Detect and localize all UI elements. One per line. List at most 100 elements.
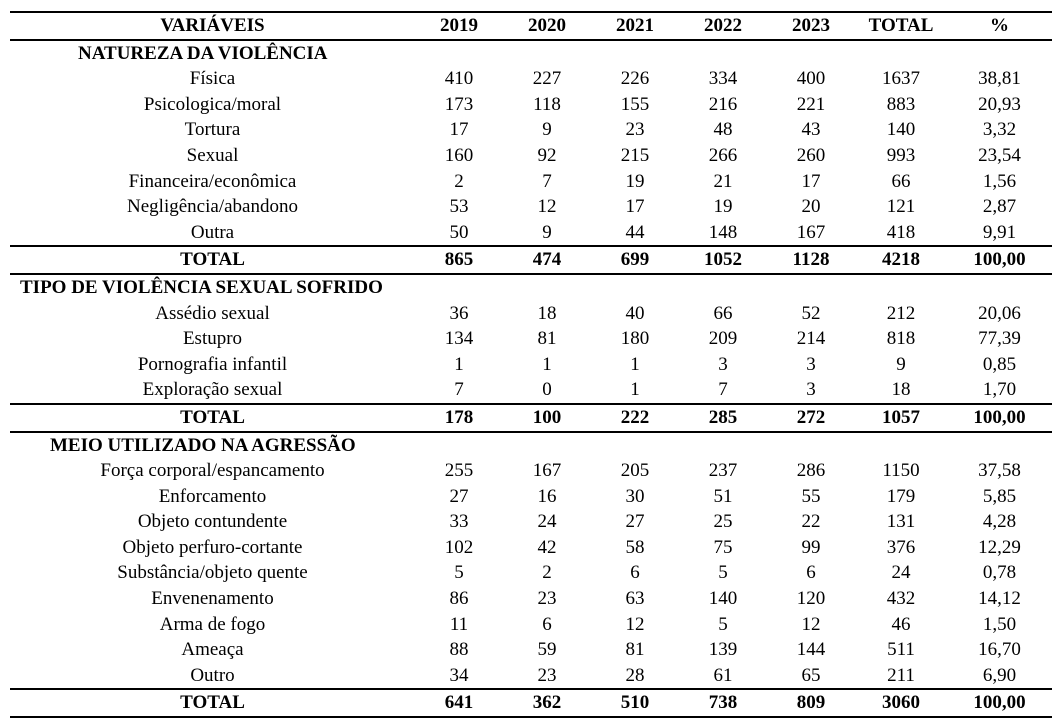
total-year-2022: 285 — [679, 402, 767, 433]
section-title-row: TIPO DE VIOLÊNCIA SEXUAL SOFRIDO — [10, 274, 1052, 301]
header-row: VARIÁVEIS 2019 2020 2021 2022 2023 TOTAL… — [10, 11, 1052, 41]
cell-year-2021: 81 — [625, 639, 645, 661]
section-title: TIPO DE VIOLÊNCIA SEXUAL SOFRIDO — [20, 276, 383, 298]
cell-year-2022: 61 — [713, 664, 733, 686]
total-label: TOTAL — [10, 402, 415, 433]
cell-year-2022: 75 — [713, 536, 733, 558]
cell-year-2022: 148 — [708, 221, 738, 243]
cell-year-2023: 3 — [806, 379, 816, 401]
cell-year-2022: 19 — [713, 196, 733, 218]
header-total: TOTAL — [855, 11, 947, 41]
cell-year-2022: 21 — [713, 170, 733, 192]
table-row: Tortura 17 9 23 48 43 140 3,32 — [10, 117, 1052, 143]
cell-percent: 3,32 — [982, 119, 1017, 141]
table-row: Estupro 134 81 180 209 214 818 77,39 — [10, 326, 1052, 352]
row-label: Assédio sexual — [155, 302, 270, 324]
cell-year-2023: 3 — [806, 353, 816, 375]
total-sum: 4218 — [855, 245, 947, 275]
row-label: Exploração sexual — [142, 379, 283, 401]
cell-percent: 0,78 — [982, 562, 1017, 584]
row-label: Psicologica/moral — [143, 93, 282, 115]
section-title-row: MEIO UTILIZADO NA AGRESSÃO — [10, 432, 1052, 459]
cell-year-2020: 7 — [542, 170, 552, 192]
cell-year-2023: 20 — [801, 196, 821, 218]
cell-year-2022: 5 — [718, 562, 728, 584]
total-year-2020: 100 — [503, 402, 591, 433]
total-year-2022: 1052 — [679, 245, 767, 275]
row-label: Envenenamento — [151, 588, 274, 610]
row-label: Outro — [190, 664, 235, 686]
cell-year-2020: 23 — [537, 588, 557, 610]
cell-year-2020: 118 — [533, 93, 561, 115]
cell-total: 18 — [891, 379, 911, 401]
cell-year-2019: 160 — [444, 144, 474, 166]
cell-year-2020: 23 — [537, 664, 557, 686]
table-row: Substância/objeto quente 5 2 6 5 6 24 0,78 — [10, 560, 1052, 586]
cell-year-2019: 102 — [444, 536, 474, 558]
cell-percent: 5,85 — [982, 485, 1017, 507]
cell-year-2023: 22 — [801, 511, 821, 533]
total-year-2019: 178 — [415, 402, 503, 433]
cell-year-2021: 44 — [625, 221, 645, 243]
table-row: Assédio sexual 36 18 40 66 52 212 20,06 — [10, 301, 1052, 327]
cell-year-2022: 237 — [708, 460, 738, 482]
cell-percent: 38,81 — [978, 68, 1021, 90]
cell-year-2021: 23 — [625, 119, 645, 141]
table-row: Outro 34 23 28 61 65 211 6,90 — [10, 663, 1052, 690]
cell-year-2021: 1 — [630, 353, 640, 375]
cell-year-2020: 0 — [542, 379, 552, 401]
cell-year-2019: 34 — [449, 664, 469, 686]
cell-year-2021: 12 — [625, 613, 645, 635]
cell-year-2023: 221 — [796, 93, 826, 115]
cell-year-2021: 215 — [620, 144, 650, 166]
cell-year-2019: 1 — [454, 353, 464, 375]
cell-percent: 4,28 — [982, 511, 1017, 533]
section-title-row: NATUREZA DA VIOLÊNCIA — [10, 40, 1052, 67]
cell-year-2022: 140 — [708, 588, 738, 610]
table-row: Envenenamento 86 23 63 140 120 432 14,12 — [10, 586, 1052, 612]
row-label: Arma de fogo — [159, 613, 266, 635]
cell-year-2023: 214 — [796, 328, 826, 350]
table-row: Pornografia infantil 1 1 1 3 3 9 0,85 — [10, 352, 1052, 378]
cell-year-2019: 36 — [449, 302, 469, 324]
cell-total: 211 — [887, 664, 915, 686]
cell-year-2022: 66 — [713, 302, 733, 324]
table-row: Negligência/abandono 53 12 17 19 20 121 2,87 — [10, 194, 1052, 220]
cell-percent: 20,06 — [978, 302, 1021, 324]
table-row: Ameaça 88 59 81 139 144 511 16,70 — [10, 637, 1052, 663]
total-year-2020: 362 — [503, 688, 591, 718]
total-year-2019: 865 — [415, 245, 503, 275]
cell-year-2020: 92 — [537, 144, 557, 166]
total-year-2019: 641 — [415, 688, 503, 718]
cell-year-2021: 63 — [625, 588, 645, 610]
total-row: TOTAL 178 100 222 285 272 1057 100,00 — [10, 402, 1052, 433]
cell-total: 376 — [886, 536, 916, 558]
total-label: TOTAL — [10, 245, 415, 275]
cell-percent: 16,70 — [978, 639, 1021, 661]
cell-year-2021: 58 — [625, 536, 645, 558]
cell-year-2021: 205 — [620, 460, 650, 482]
cell-year-2023: 17 — [801, 170, 821, 192]
cell-percent: 0,85 — [982, 353, 1017, 375]
cell-year-2019: 134 — [444, 328, 474, 350]
cell-percent: 20,93 — [978, 93, 1021, 115]
cell-year-2020: 9 — [542, 221, 552, 243]
header-year-2023: 2023 — [767, 11, 855, 41]
total-year-2021: 510 — [591, 688, 679, 718]
cell-percent: 1,56 — [982, 170, 1017, 192]
cell-year-2022: 139 — [708, 639, 738, 661]
cell-year-2021: 17 — [625, 196, 645, 218]
cell-year-2019: 255 — [444, 460, 474, 482]
cell-year-2019: 7 — [454, 379, 464, 401]
cell-year-2020: 24 — [537, 511, 557, 533]
cell-year-2019: 2 — [454, 170, 464, 192]
cell-year-2020: 167 — [532, 460, 562, 482]
table-header: VARIÁVEIS 2019 2020 2021 2022 2023 TOTAL… — [10, 11, 1052, 41]
total-percent: 100,00 — [947, 688, 1052, 718]
cell-year-2022: 266 — [708, 144, 738, 166]
violence-data-table: VARIÁVEIS 2019 2020 2021 2022 2023 TOTAL… — [10, 11, 1052, 718]
cell-year-2022: 334 — [708, 68, 738, 90]
row-label: Substância/objeto quente — [117, 562, 308, 584]
total-year-2020: 474 — [503, 245, 591, 275]
row-label: Negligência/abandono — [127, 196, 298, 218]
